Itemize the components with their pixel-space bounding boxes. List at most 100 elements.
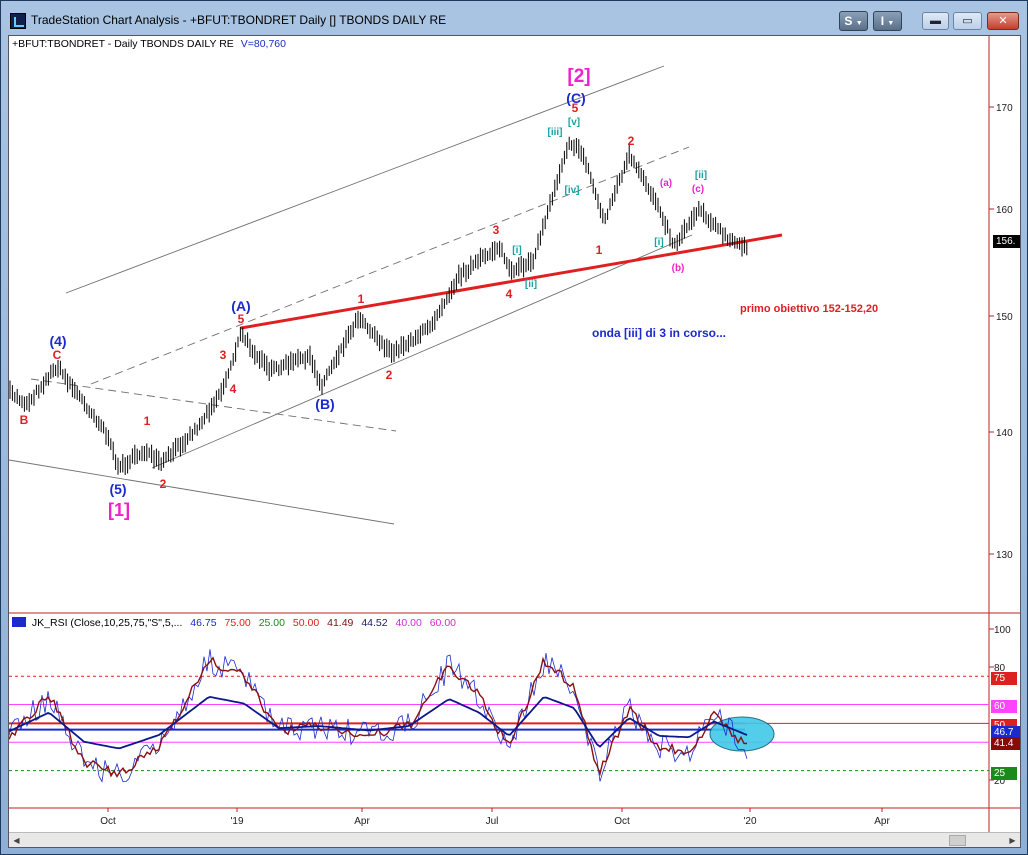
scroll-left-arrow-icon[interactable]: ◀ (13, 836, 20, 845)
indicator-menu-button[interactable]: I ▼ (873, 11, 902, 31)
horizontal-scrollbar[interactable]: ◀ ▶ (9, 832, 1020, 847)
rsi-value-1: 75.00 (224, 617, 251, 629)
rsi-value-5: 44.52 (361, 617, 388, 629)
strategy-menu-label: S (844, 14, 853, 28)
wave-label: 1 (596, 243, 603, 257)
rsi-indicator-name: JK_RSI (Close,10,25,75,"S",5,... (31, 617, 183, 629)
close-button[interactable]: ✕ (987, 12, 1019, 30)
scroll-right-arrow-icon[interactable]: ▶ (1009, 836, 1016, 845)
rsi-fast-line (9, 649, 748, 783)
wave-annotation: onda [iii] di 3 in corso... (592, 326, 726, 340)
rsi-slow-line (9, 656, 748, 778)
wave-label: [iv] (565, 185, 580, 196)
wave-label: 5 (238, 312, 245, 326)
time-axis-label: Oct (614, 816, 630, 827)
channel-line (90, 146, 690, 385)
close-icon: ✕ (998, 15, 1008, 27)
wave-label: 1 (144, 414, 151, 428)
volume-label: V=80,760 (240, 38, 286, 50)
rsi-highlight-ellipse (709, 716, 775, 752)
wave-label: (C) (566, 90, 585, 106)
wave-label: (5) (109, 481, 126, 497)
wave-label: 2 (160, 477, 167, 491)
channel-line (9, 459, 395, 525)
rsi-value-2: 25.00 (258, 617, 285, 629)
time-axis-label: '19 (230, 816, 243, 827)
rsi-axis-label: 100 (994, 625, 1011, 636)
rsi-tag-60: 60 (991, 700, 1017, 713)
channel-line (151, 234, 693, 469)
wave-label: 3 (493, 223, 500, 237)
rsi-average-line (9, 695, 748, 750)
wave-label: 1 (358, 292, 365, 306)
title-bar[interactable]: TradeStation Chart Analysis - +BFUT:TBON… (1, 1, 1027, 35)
price-axis-label: 160 (996, 205, 1013, 216)
target-annotation: primo obiettivo 152-152,20 (740, 303, 878, 315)
rsi-color-swatch (12, 617, 26, 627)
time-axis-label: Apr (874, 816, 890, 827)
wave-label: (c) (692, 184, 704, 195)
wave-label: B (20, 413, 29, 427)
wave-label: 5 (572, 101, 579, 115)
wave-label: 3 (220, 348, 227, 362)
rsi-tag-75: 75 (991, 672, 1017, 685)
price-axis-label: 140 (996, 428, 1013, 439)
rsi-tag-25: 25 (991, 767, 1017, 780)
rsi-axis-label: 20 (994, 776, 1006, 787)
chart-area[interactable]: 170 160 150 140 130 100 80 20 Oct '19 Apr Jul Oct '20… (8, 35, 1021, 848)
time-axis-label: Jul (486, 816, 499, 827)
maximize-button[interactable]: ▭ (953, 12, 982, 30)
symbol-label: +BFUT:TBONDRET - Daily TBONDS DAILY RE (12, 38, 234, 50)
time-axis-label: Apr (354, 816, 370, 827)
maximize-icon: ▭ (962, 15, 973, 27)
price-bars (9, 136, 748, 475)
strategy-menu-button[interactable]: S ▼ (839, 11, 868, 31)
wave-label: [1] (108, 500, 130, 520)
wave-label: (a) (660, 178, 672, 189)
wave-label: 2 (386, 368, 393, 382)
wave-label: [ii] (695, 170, 707, 181)
price-axis-label: 170 (996, 103, 1013, 114)
dropdown-arrow-icon: ▼ (855, 20, 863, 27)
red-trendline[interactable] (240, 233, 783, 330)
price-pane-header: +BFUT:TBONDRET - Daily TBONDS DAILY RE V… (12, 38, 286, 50)
minimize-icon: ▬ (930, 15, 941, 27)
wave-label: [v] (568, 117, 580, 128)
rsi-tag-46-7: 46.7 (991, 726, 1020, 739)
wave-label: [iii] (548, 127, 563, 138)
wave-label: [2] (567, 66, 590, 87)
wave-label: (B) (315, 396, 334, 412)
rsi-value-6: 40.00 (395, 617, 422, 629)
minimize-button[interactable]: ▬ (922, 12, 949, 30)
wave-label: (A) (231, 298, 250, 314)
last-price-tag: 156. (993, 235, 1020, 248)
scroll-thumb[interactable] (949, 835, 966, 846)
wave-label: (4) (49, 333, 66, 349)
rsi-pane-header: JK_RSI (Close,10,25,75,"S",5,... 46.75 7… (12, 617, 456, 629)
rsi-value-4: 41.49 (327, 617, 354, 629)
dropdown-arrow-icon: ▼ (887, 20, 895, 27)
price-axis-label: 130 (996, 550, 1013, 561)
wave-label: [i] (512, 245, 521, 256)
rsi-value-7: 60.00 (429, 617, 456, 629)
wave-label: [i] (654, 237, 663, 248)
rsi-value-3: 50.00 (292, 617, 320, 629)
rsi-axis-label: 80 (994, 663, 1006, 674)
time-axis-label: Oct (100, 816, 116, 827)
wave-label: (b) (672, 263, 685, 274)
indicator-menu-label: I (880, 14, 885, 28)
time-axis-label: '20 (743, 816, 756, 827)
wave-label: [ii] (525, 279, 537, 290)
price-axis-label: 150 (996, 312, 1013, 323)
rsi-tag-41-4: 41.4 (991, 737, 1020, 750)
rsi-value-0: 46.75 (190, 617, 217, 629)
window-title: TradeStation Chart Analysis - +BFUT:TBON… (31, 13, 447, 27)
tradestation-app-icon (10, 13, 26, 29)
wave-label: C (53, 348, 62, 362)
wave-label: 4 (230, 382, 237, 396)
channel-line (65, 65, 665, 294)
wave-label: 4 (506, 287, 513, 301)
wave-label: 2 (628, 134, 635, 148)
